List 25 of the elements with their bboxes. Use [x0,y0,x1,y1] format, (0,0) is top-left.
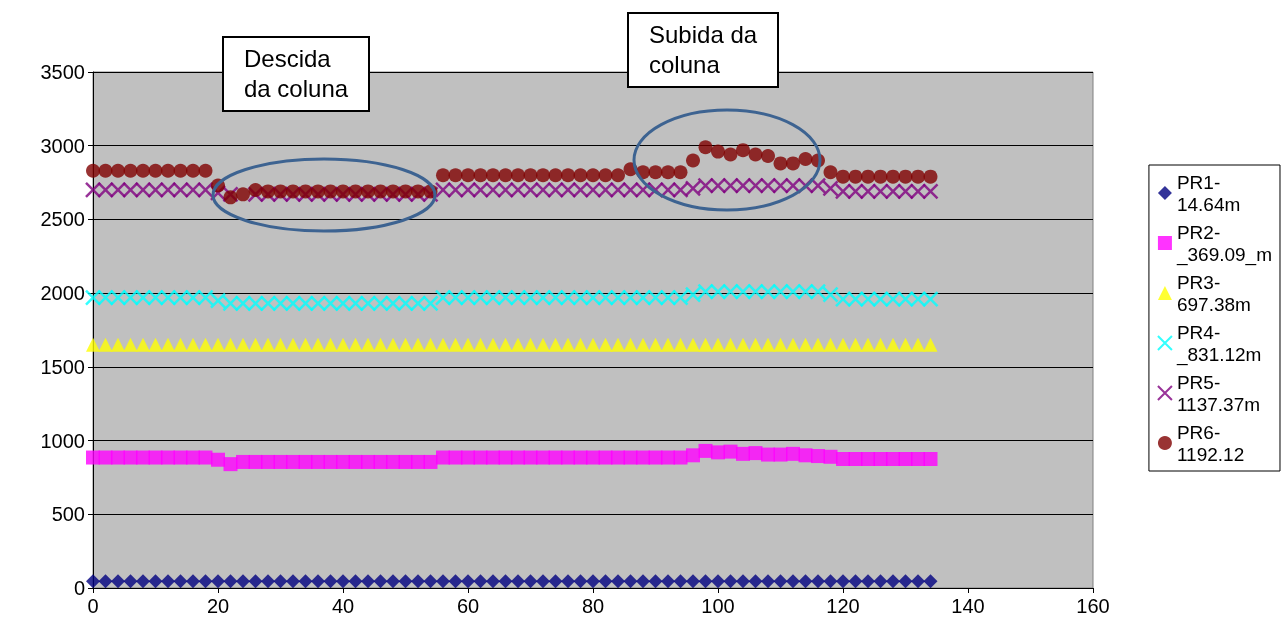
legend-label: PR4-_831.12m [1175,321,1262,366]
x-tick-label: 20 [206,595,230,617]
legend-label: PR5-1137.37m [1176,371,1261,415]
legend-label: PR3-697.38m [1176,271,1251,315]
legend-label: PR1-14.64m [1176,171,1241,215]
annotation: Descida da coluna [222,36,371,112]
legend-label: PR6-1192.12 [1176,421,1245,465]
legend-label: PR2-_369.09_m [1175,221,1272,266]
annotation: Subida da coluna [627,12,780,88]
x-tick-label: 0 [87,595,99,617]
y-tick-label: 2500 [40,208,85,231]
y-tick-label: 1500 [40,355,85,378]
x-tick-label: 120 [826,595,860,617]
y-tick-label: 3000 [40,134,85,157]
y-tick-label: 1000 [40,429,85,452]
x-tick-label: 160 [1076,595,1110,617]
y-tick-label: 500 [51,503,85,526]
x-tick-label: 40 [331,595,355,617]
x-tick-label: 100 [701,595,735,617]
y-tick-label: 0 [73,577,85,599]
y-tick-label: 3500 [40,61,85,83]
x-tick-label: 80 [581,595,605,617]
x-tick-label: 60 [456,595,480,617]
y-tick-label: 2000 [40,282,85,305]
x-tick-label: 140 [951,595,985,617]
